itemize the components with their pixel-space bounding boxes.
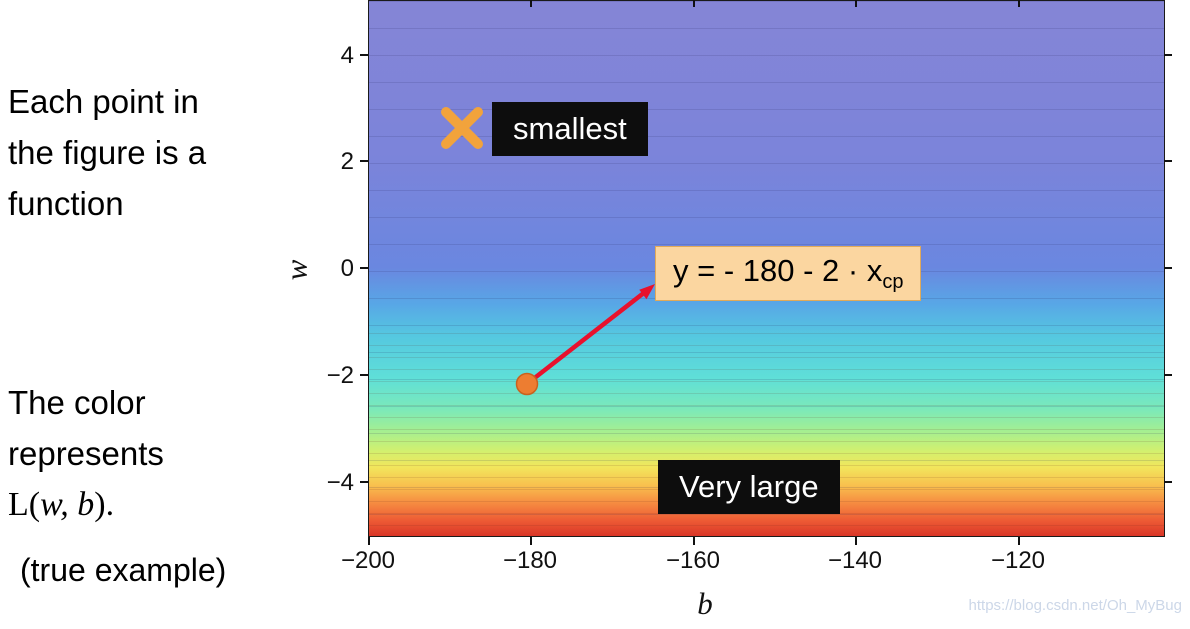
heatmap bbox=[368, 0, 1165, 537]
y-tick-right bbox=[1164, 481, 1172, 483]
y-tick-label: 2 bbox=[340, 148, 354, 175]
x-axis-label: b bbox=[697, 586, 713, 621]
note-true-example: (true example) bbox=[20, 552, 227, 588]
x-tick-label: −200 bbox=[340, 547, 396, 574]
x-tick-label: −160 bbox=[665, 547, 721, 574]
very-large-label: Very large bbox=[658, 460, 840, 514]
y-tick-label: −4 bbox=[326, 469, 354, 496]
y-tick bbox=[360, 481, 368, 483]
y-tick-label: −2 bbox=[326, 362, 354, 389]
formula-label: y = - 180 - 2 · xcp bbox=[655, 246, 922, 302]
watermark: https://blog.csdn.net/Oh_MyBug bbox=[968, 597, 1182, 614]
y-tick bbox=[360, 160, 368, 162]
x-tick bbox=[530, 537, 532, 545]
loss-function-math: L(w, b). bbox=[8, 486, 115, 524]
x-tick-label: −120 bbox=[990, 547, 1046, 574]
y-tick-right bbox=[1164, 267, 1172, 269]
smallest-label: smallest bbox=[492, 102, 648, 156]
y-tick-label: 0 bbox=[340, 255, 354, 282]
x-tick-top bbox=[530, 0, 532, 7]
y-tick-right bbox=[1164, 160, 1172, 162]
x-tick-top bbox=[693, 0, 695, 7]
x-tick bbox=[693, 537, 695, 545]
x-tick bbox=[368, 537, 370, 545]
x-tick-top bbox=[855, 0, 857, 7]
formula-subscript: cp bbox=[882, 271, 904, 294]
x-tick-label: −140 bbox=[827, 547, 883, 574]
note-each-point: Each point in the figure is a function bbox=[8, 83, 207, 223]
y-tick-label: 4 bbox=[340, 42, 354, 69]
x-tick bbox=[1018, 537, 1020, 545]
y-tick-right bbox=[1164, 54, 1172, 56]
x-tick bbox=[855, 537, 857, 545]
x-tick-label: −180 bbox=[502, 547, 558, 574]
y-tick bbox=[360, 54, 368, 56]
note-color-text: The color represents bbox=[8, 384, 164, 473]
y-axis-label: w bbox=[278, 259, 314, 281]
y-tick-right bbox=[1164, 374, 1172, 376]
y-tick bbox=[360, 267, 368, 269]
y-tick bbox=[360, 374, 368, 376]
note-color-represents: The color represents L(w, b). bbox=[8, 326, 164, 583]
x-tick-top bbox=[1018, 0, 1020, 7]
formula-main: y = - 180 - 2 · x bbox=[673, 253, 883, 288]
